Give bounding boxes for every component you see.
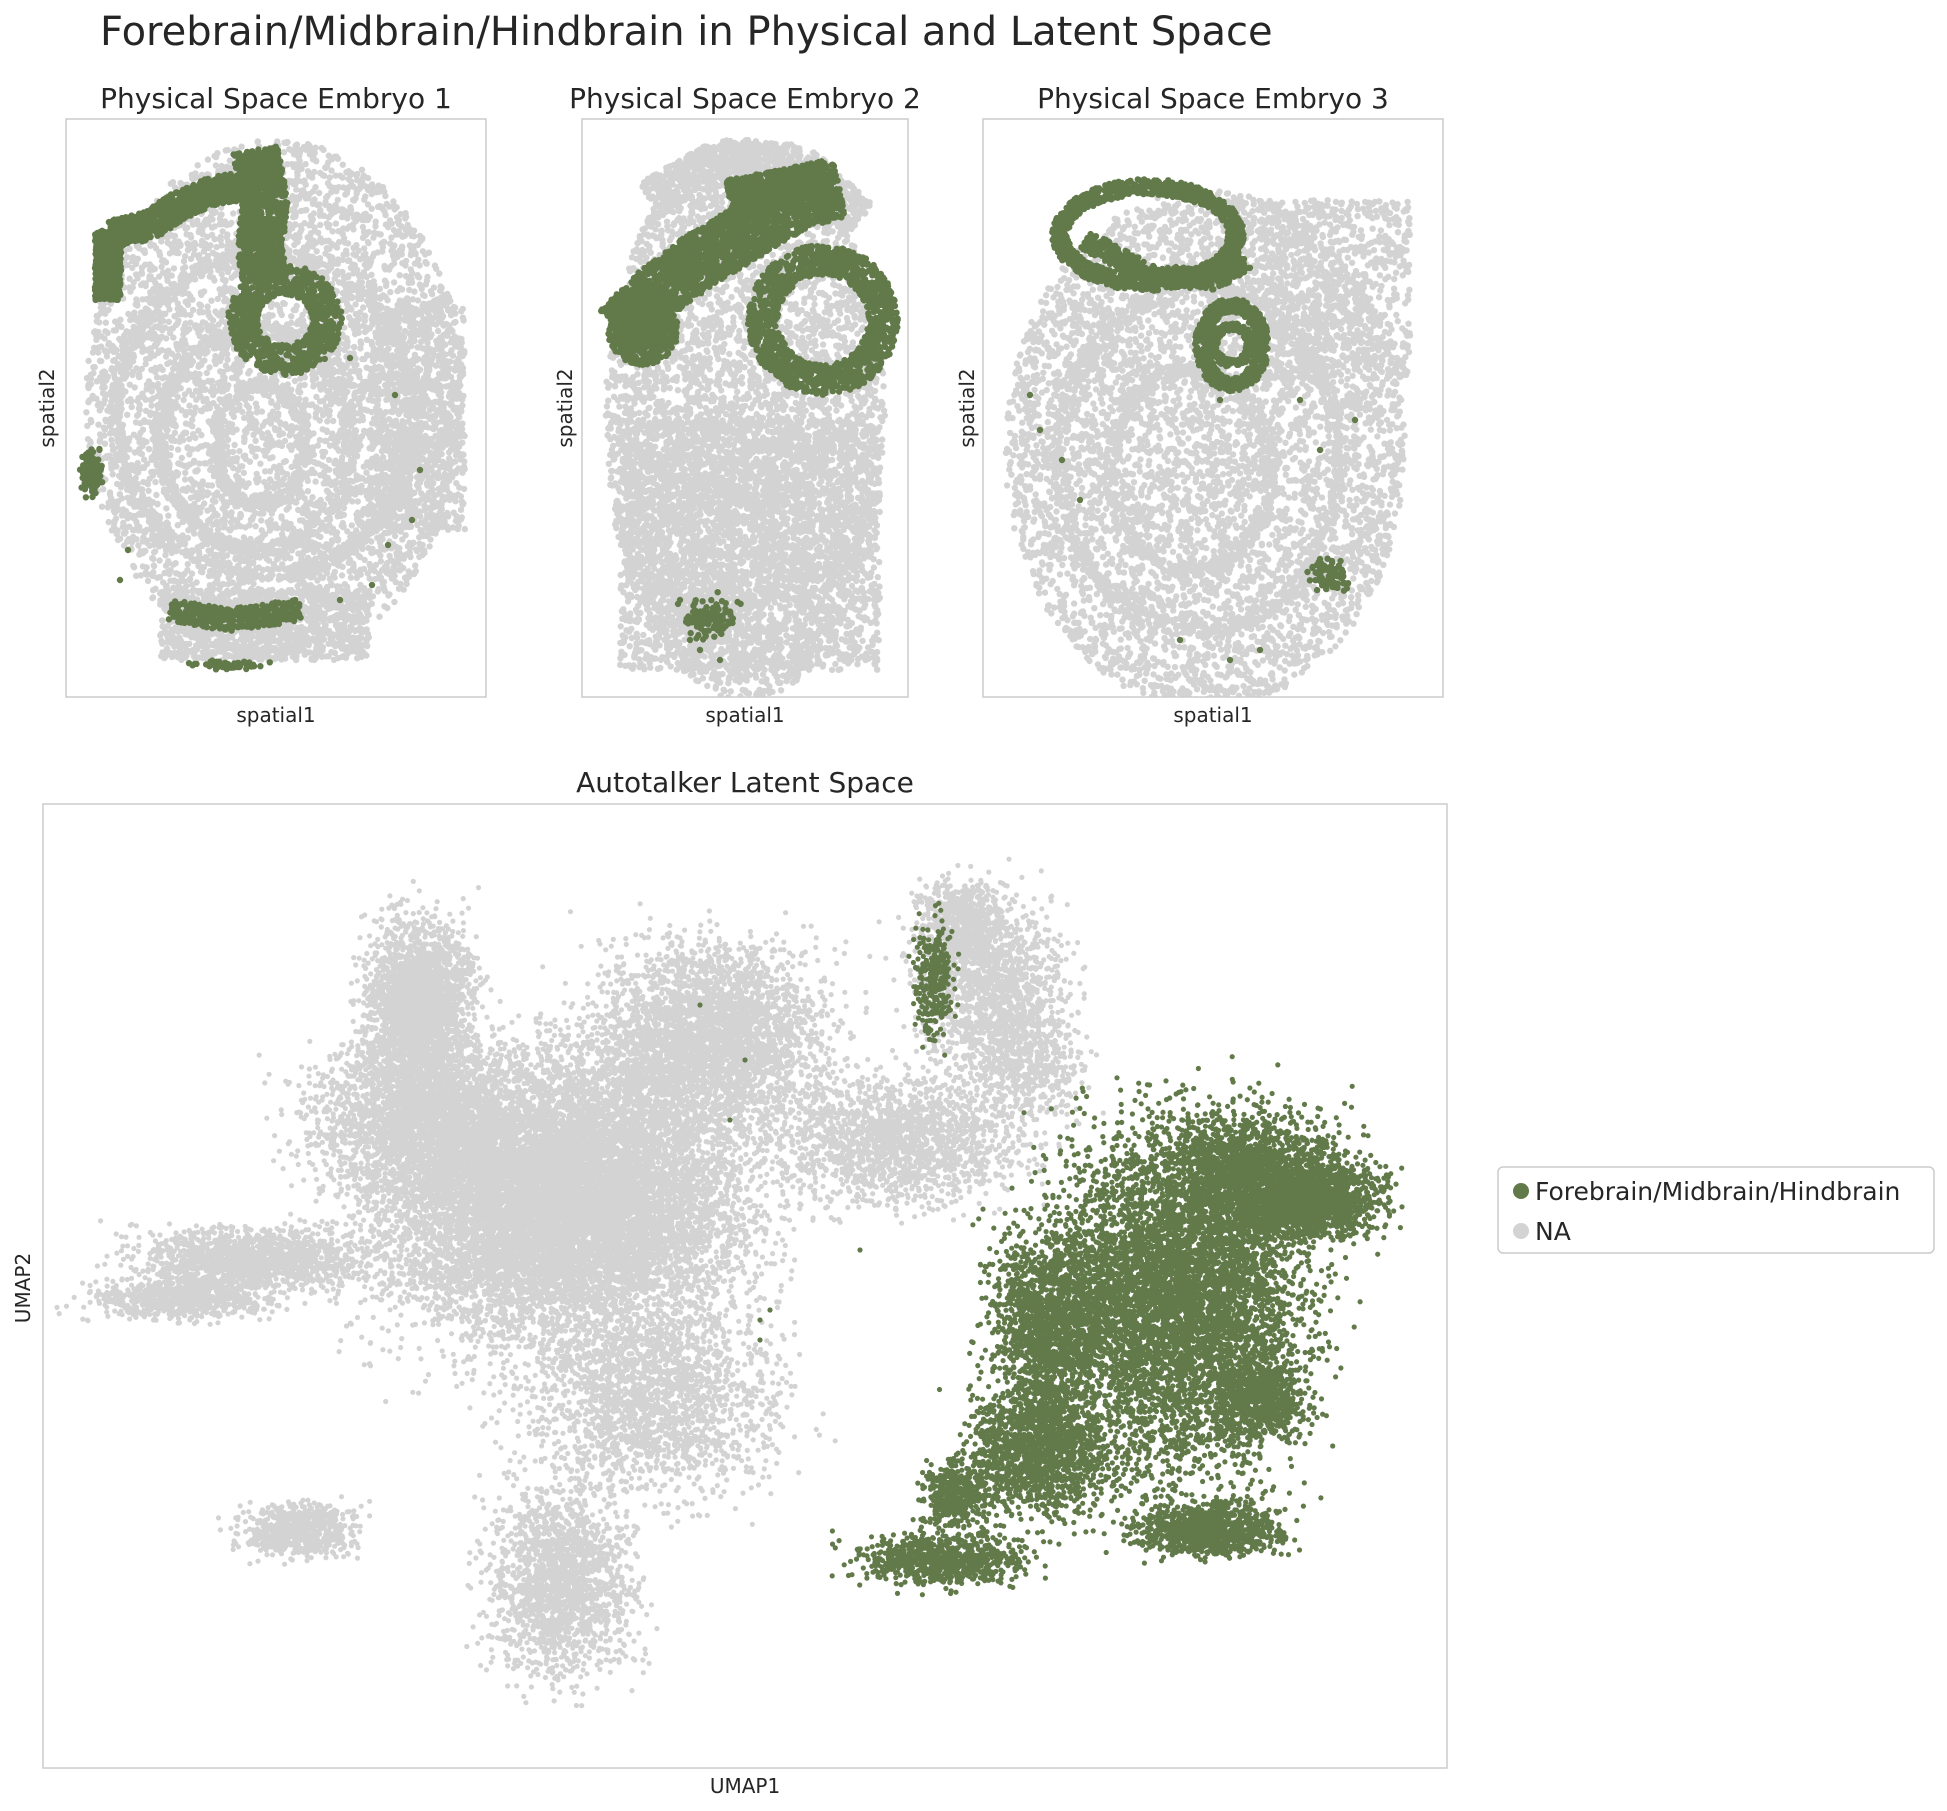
- panel-embryo-3: Physical Space Embryo 3 spatial1 spatial…: [955, 82, 1443, 727]
- y-axis-label-latent-space: UMAP2: [11, 1253, 35, 1323]
- scatter-points-embryo-3: [1003, 176, 1413, 711]
- panel-embryo-1: Physical Space Embryo 1 spatial1 spatial…: [35, 82, 486, 727]
- x-axis-label-embryo-3: spatial1: [1173, 703, 1252, 727]
- scatter-points-latent-space: [54, 857, 1404, 1709]
- scatter-points-embryo-1: [77, 138, 468, 672]
- legend: Forebrain/Midbrain/Hindbrain NA: [1498, 1167, 1934, 1253]
- figure-title: Forebrain/Midbrain/Hindbrain in Physical…: [100, 9, 1273, 55]
- legend-marker-na: [1513, 1223, 1529, 1239]
- y-axis-label-embryo-2: spatial2: [553, 368, 577, 447]
- panel-title-embryo-2: Physical Space Embryo 2: [569, 82, 921, 115]
- x-axis-label-embryo-1: spatial1: [236, 703, 315, 727]
- panel-title-latent-space: Autotalker Latent Space: [576, 766, 914, 799]
- x-axis-label-latent-space: UMAP1: [710, 1774, 780, 1798]
- legend-entry: Forebrain/Midbrain/Hindbrain: [1513, 1177, 1900, 1206]
- panel-title-embryo-3: Physical Space Embryo 3: [1037, 82, 1389, 115]
- panel-title-embryo-1: Physical Space Embryo 1: [100, 82, 452, 115]
- legend-label-forebrain: Forebrain/Midbrain/Hindbrain: [1535, 1177, 1900, 1206]
- legend-marker-forebrain: [1513, 1183, 1529, 1199]
- y-axis-label-embryo-1: spatial2: [35, 368, 59, 447]
- scatter-points-embryo-2: [598, 137, 901, 701]
- panel-latent-space: Autotalker Latent Space UMAP1 UMAP2: [11, 766, 1447, 1798]
- x-axis-label-embryo-2: spatial1: [705, 703, 784, 727]
- y-axis-label-embryo-3: spatial2: [955, 368, 979, 447]
- panel-embryo-2: Physical Space Embryo 2 spatial1 spatial…: [553, 82, 921, 727]
- legend-label-na: NA: [1535, 1217, 1571, 1246]
